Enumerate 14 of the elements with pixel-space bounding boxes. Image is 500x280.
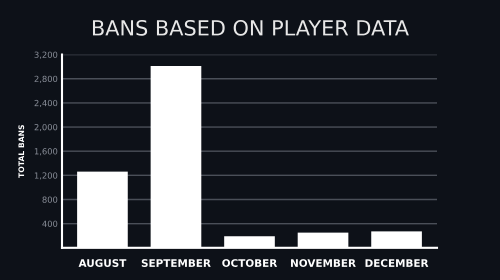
- x-tick-label: SEPTEMBER: [142, 259, 211, 267]
- x-tick-label: AUGUST: [78, 259, 126, 267]
- chart-title: BANS BASED ON PLAYER DATA: [92, 20, 409, 36]
- y-tick-label: 1,600: [34, 148, 58, 156]
- y-tick-label: 400: [42, 220, 58, 227]
- y-tick-label: 800: [42, 196, 58, 203]
- x-tick-label: DECEMBER: [366, 259, 428, 267]
- y-tick-label: 2,000: [34, 124, 58, 132]
- x-tick-label: NOVEMBER: [291, 259, 356, 267]
- y-tick-label: 2,800: [34, 76, 58, 83]
- y-tick-label: 1,200: [34, 172, 58, 180]
- x-tick-label: OCTOBER: [222, 259, 278, 267]
- y-tick-label: 3,200: [34, 52, 58, 59]
- y-tick-label: 2,400: [34, 100, 58, 108]
